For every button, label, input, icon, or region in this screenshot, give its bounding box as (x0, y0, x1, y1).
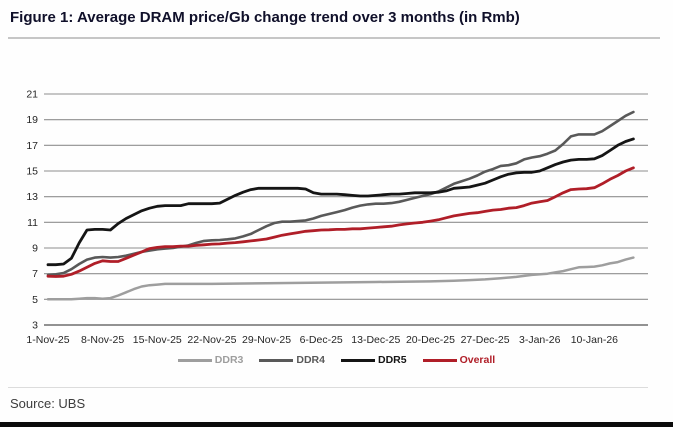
x-tick-label: 27-Dec-25 (461, 334, 510, 346)
series-line-ddr5 (46, 137, 635, 267)
x-tick-label: 29-Nov-25 (242, 334, 291, 346)
x-tick-label: 20-Dec-25 (406, 334, 455, 346)
x-tick-label: 1-Nov-25 (26, 334, 69, 346)
source-label: Source: UBS (10, 396, 86, 411)
title-divider (8, 37, 660, 39)
legend-label-ddr3: DDR3 (214, 354, 244, 366)
y-tick-label: 7 (32, 268, 38, 280)
y-tick-label: 17 (26, 140, 38, 152)
x-tick-label: 8-Nov-25 (81, 334, 124, 346)
chart-legend: DDR3 DDR4 DDR5 Overall (0, 352, 673, 368)
legend-swatch-ddr5 (340, 358, 375, 362)
y-tick-label: 5 (32, 294, 38, 306)
legend-item-overall: Overall (422, 354, 496, 366)
legend-swatch-overall (422, 358, 457, 362)
legend-label-ddr4: DDR4 (296, 354, 325, 366)
y-tick-label: 15 (26, 166, 38, 178)
legend-item-ddr5: DDR5 (340, 354, 407, 366)
x-tick-label: 6-Dec-25 (300, 334, 343, 346)
x-tick-label: 15-Nov-25 (133, 334, 182, 346)
y-tick-label: 19 (26, 114, 38, 126)
y-tick-label: 21 (26, 89, 38, 101)
legend-swatch-ddr3 (177, 358, 212, 362)
series-line-overall (46, 166, 635, 278)
source-divider (8, 387, 648, 388)
x-tick-label: 3-Jan-26 (519, 334, 561, 346)
legend-label-overall: Overall (459, 354, 496, 366)
legend-swatch-ddr4 (259, 358, 294, 362)
legend-item-ddr4: DDR4 (259, 354, 325, 366)
figure-title: Figure 1: Average DRAM price/Gb change t… (10, 9, 520, 26)
y-tick-label: 11 (27, 217, 38, 229)
x-tick-label: 10-Jan-26 (571, 334, 618, 346)
x-tick-label: 22-Nov-25 (187, 334, 236, 346)
x-tick-label: 13-Dec-25 (351, 334, 400, 346)
series-line-ddr3 (46, 256, 635, 301)
y-tick-label: 13 (26, 191, 38, 203)
y-tick-label: 9 (32, 243, 38, 255)
legend-item-ddr3: DDR3 (177, 354, 244, 366)
y-tick-label: 3 (32, 320, 38, 332)
legend-label-ddr5: DDR5 (377, 354, 407, 366)
